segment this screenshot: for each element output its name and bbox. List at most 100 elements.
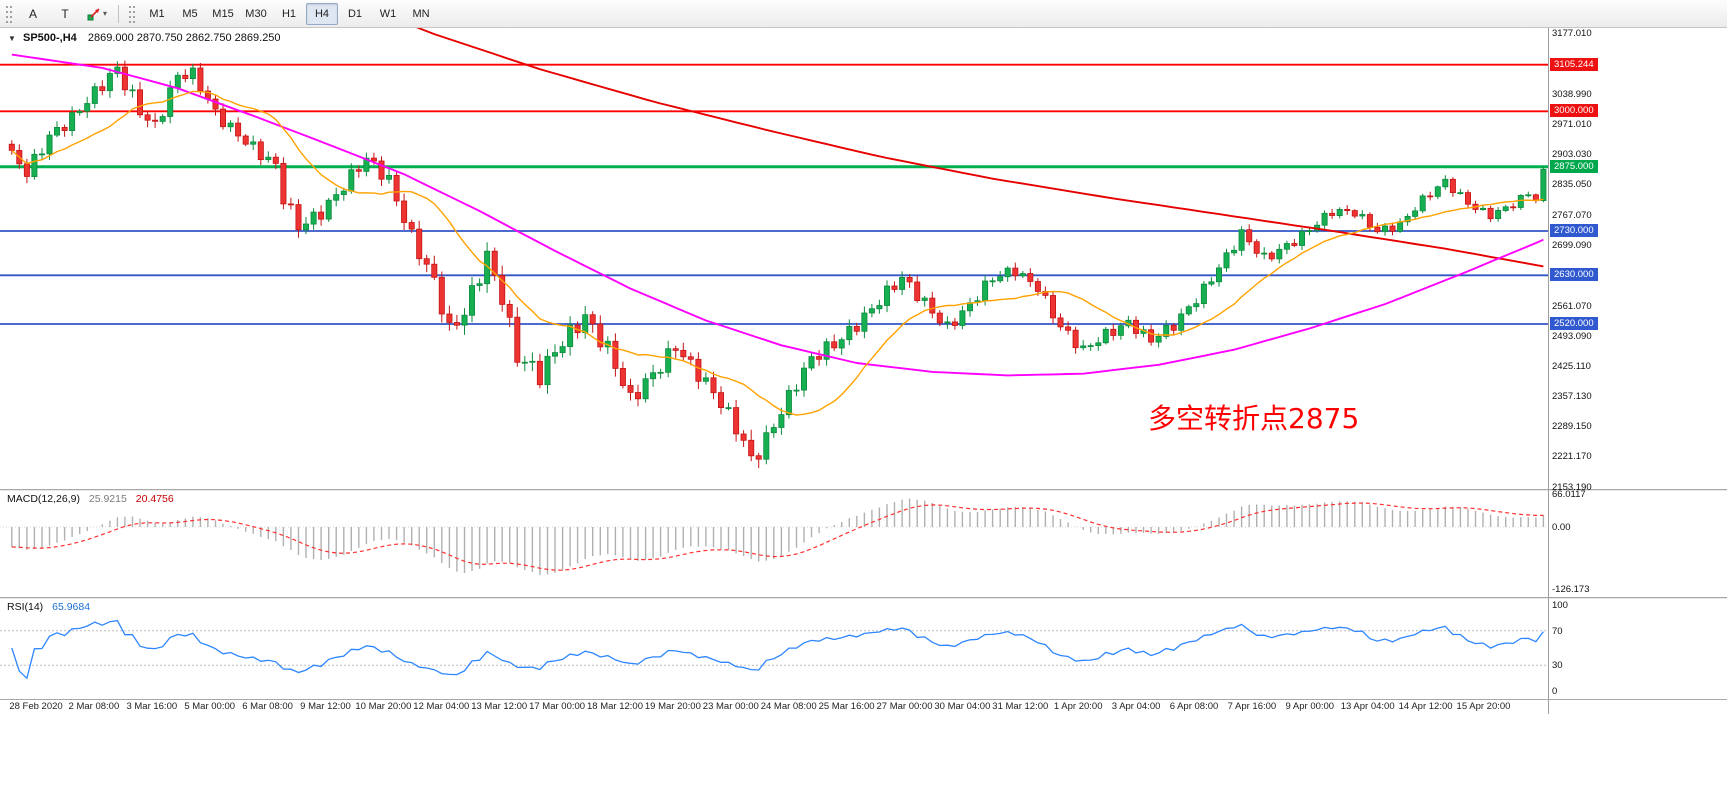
rsi-tick-0: 0 — [1552, 686, 1558, 698]
panel-splitter-macd[interactable] — [0, 489, 1727, 490]
rsi-panel-canvas[interactable] — [0, 598, 1548, 698]
time-label: 9 Apr 00:00 — [1285, 701, 1335, 712]
text-tool-button[interactable]: T — [61, 6, 69, 21]
shapes-tool-button[interactable]: ▾ — [82, 3, 112, 25]
timeframe-button-H4[interactable]: H4 — [306, 2, 338, 25]
macd-label: MACD(12,26,9) 25.9215 20.4756 — [7, 493, 174, 505]
time-label: 24 Mar 08:00 — [760, 701, 817, 712]
time-label: 25 Mar 16:00 — [818, 701, 875, 712]
price-badge-2730.000: 2730.000 — [1550, 223, 1598, 237]
macd-panel-canvas[interactable] — [0, 490, 1548, 596]
time-label: 14 Apr 12:00 — [1398, 701, 1453, 712]
ma-slow-line — [416, 28, 1544, 268]
toolbar-separator — [118, 4, 119, 23]
price-axis-line — [1548, 28, 1549, 714]
price-tick-3177.010: 3177.010 — [1552, 27, 1592, 39]
panel-splitter-rsi[interactable] — [0, 597, 1727, 598]
macd-signal-value: 20.4756 — [135, 493, 174, 505]
macd-name: MACD(12,26,9) — [7, 493, 80, 505]
price-tick-2493.090: 2493.090 — [1552, 330, 1592, 342]
timeframe-group: M1 M5 M15 M30 H1 H4 D1 W1 MN — [141, 2, 437, 25]
toolbar: A T ▾ M1 M5 M15 M30 H1 H4 D1 W1 MN — [0, 0, 1727, 28]
timeframe-button-D1[interactable]: D1 — [347, 7, 363, 20]
one-click-collapse-icon[interactable]: ▼ — [8, 34, 16, 43]
macd-main-value: 25.9215 — [88, 493, 127, 505]
price-badge-2630.000: 2630.000 — [1550, 268, 1598, 282]
up-candles — [31, 66, 1547, 460]
timeframe-button-M5[interactable]: M5 — [182, 7, 198, 20]
chart-text-annotation[interactable]: 多空转折点2875 — [1148, 402, 1360, 435]
rsi-value: 65.9684 — [52, 601, 91, 613]
macd-signal-line — [11, 502, 1544, 571]
time-axis[interactable]: 28 Feb 2020 2 Mar 08:00 3 Mar 16:00 5 Mar 0… — [0, 701, 1548, 715]
time-label: 27 Mar 00:00 — [876, 701, 933, 712]
rsi-tick-100: 100 — [1552, 599, 1568, 611]
time-label: 17 Mar 00:00 — [529, 701, 586, 712]
panel-splitter-rsi-hl — [0, 598, 1727, 599]
price-tick-2767.070: 2767.070 — [1552, 209, 1592, 221]
time-label: 31 Mar 12:00 — [992, 701, 1049, 712]
time-label: 12 Mar 04:00 — [413, 701, 470, 712]
price-tick-2289.150: 2289.150 — [1552, 421, 1592, 433]
price-tick-3038.990: 3038.990 — [1552, 89, 1592, 101]
time-label: 9 Mar 12:00 — [300, 701, 351, 712]
chart-ohlc-values: 2869.000 2870.750 2862.750 2869.250 — [87, 32, 281, 44]
toolbar-grip-2[interactable] — [128, 4, 136, 23]
timeframe-button-M15[interactable]: M15 — [212, 7, 234, 20]
chart-symbol-period: SP500-,H4 — [22, 32, 77, 44]
price-tick-2153.190: 2153.190 — [1552, 481, 1592, 493]
timeframe-button-MN[interactable]: MN — [412, 7, 430, 20]
price-badge-2520.000: 2520.000 — [1550, 317, 1598, 331]
price-badge-3000.000: 3000.000 — [1550, 104, 1598, 118]
rsi-label: RSI(14) 65.9684 — [7, 601, 90, 613]
time-label: 28 Feb 2020 — [9, 701, 63, 712]
rsi-tick-30: 30 — [1552, 660, 1563, 672]
price-axis[interactable]: 3177.010 3038.990 2971.010 2903.030 2835.050… — [1550, 28, 1726, 728]
macd-tick--126.173: -126.173 — [1552, 584, 1590, 596]
time-label: 7 Apr 16:00 — [1227, 701, 1277, 712]
rsi-tick-70: 70 — [1552, 625, 1563, 637]
price-tick-2971.010: 2971.010 — [1552, 119, 1592, 131]
time-label: 3 Mar 16:00 — [126, 701, 178, 712]
time-label: 23 Mar 00:00 — [702, 701, 759, 712]
rsi-line — [11, 619, 1544, 680]
chevron-down-icon: ▾ — [102, 9, 107, 18]
time-label: 6 Mar 08:00 — [242, 701, 293, 712]
timeframe-button-W1[interactable]: W1 — [379, 7, 397, 20]
macd-tick-66.0117: 66.0117 — [1552, 489, 1586, 501]
arrow-tool-button[interactable]: A — [28, 6, 37, 21]
macd-histogram — [11, 498, 1545, 575]
macd-tick-0.00: 0.00 — [1552, 521, 1571, 533]
price-tick-2699.090: 2699.090 — [1552, 239, 1592, 251]
price-tick-2425.110: 2425.110 — [1552, 361, 1591, 373]
rsi-name: RSI(14) — [7, 601, 44, 613]
time-label: 5 Mar 00:00 — [184, 701, 236, 712]
time-label: 10 Mar 20:00 — [355, 701, 412, 712]
timeframe-button-H1[interactable]: H1 — [281, 7, 297, 20]
time-label: 18 Mar 12:00 — [587, 701, 643, 712]
time-label: 13 Mar 12:00 — [471, 701, 528, 712]
time-axis-line — [0, 699, 1727, 700]
toolbar-grip[interactable] — [5, 4, 13, 23]
timeframe-button-M1[interactable]: M1 — [149, 7, 165, 20]
time-label: 15 Apr 20:00 — [1456, 701, 1511, 712]
time-label: 2 Mar 08:00 — [68, 701, 120, 712]
time-label: 13 Apr 04:00 — [1340, 701, 1395, 712]
timeframe-button-M30[interactable]: M30 — [245, 7, 267, 20]
down-candles — [8, 66, 1539, 460]
price-tick-2835.050: 2835.050 — [1552, 179, 1592, 191]
main-chart-canvas[interactable] — [0, 28, 1548, 488]
time-label: 3 Apr 04:00 — [1111, 701, 1161, 712]
chart-title: ▼ SP500-,H4 2869.000 2870.750 2862.750 2… — [8, 32, 281, 44]
time-label: 19 Mar 20:00 — [644, 701, 701, 712]
time-label: 1 Apr 20:00 — [1053, 701, 1103, 712]
panel-splitter-macd-hl — [0, 490, 1727, 491]
time-label: 6 Apr 08:00 — [1169, 701, 1219, 712]
ma-mid-line — [11, 53, 1544, 377]
ma-fast-line — [11, 90, 1544, 416]
price-tick-2357.130: 2357.130 — [1552, 391, 1592, 403]
price-tick-2561.070: 2561.070 — [1552, 300, 1592, 312]
price-badge-2875.000: 2875.000 — [1550, 159, 1598, 173]
price-tick-2221.170: 2221.170 — [1552, 451, 1592, 463]
